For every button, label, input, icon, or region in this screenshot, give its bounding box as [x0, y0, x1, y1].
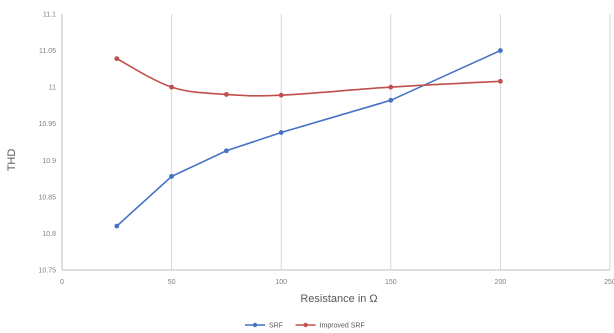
series-layer — [114, 48, 503, 229]
x-tick-label: 50 — [168, 279, 176, 286]
y-tick-label: 11.05 — [39, 48, 56, 55]
series-1-point — [169, 173, 175, 179]
legend-swatch-marker — [303, 322, 308, 328]
series-2-point — [498, 78, 503, 84]
y-tick-label: 11.1 — [43, 12, 56, 19]
axes-layer: 0 50 100 150 200 250 10.75 10.8 10.85 10.9 10.95 11… — [38, 12, 614, 287]
legend-label-1: SRF — [269, 323, 283, 330]
series-2-point — [388, 84, 394, 90]
series-2-point — [114, 56, 120, 62]
x-tick-label: 250 — [604, 279, 614, 286]
x-tick-label: 200 — [495, 279, 507, 286]
y-tick-label: 10.9 — [42, 158, 56, 165]
y-tick-label: 11 — [49, 85, 56, 92]
x-axis-title: Resistance in Ω — [300, 293, 377, 305]
series-2-point — [224, 92, 229, 97]
legend: SRF Improved SRF — [245, 323, 365, 330]
y-axis-title: THD — [6, 149, 18, 172]
legend-swatch-marker — [252, 322, 258, 328]
y-tick-label: 10.85 — [38, 194, 56, 201]
x-tick-label: 100 — [275, 279, 287, 286]
series-1-point — [114, 223, 120, 229]
series-1-point — [498, 48, 503, 53]
legend-label-2: Improved SRF — [320, 323, 365, 330]
x-tick-label: 0 — [60, 279, 64, 286]
x-tick-label: 150 — [385, 279, 397, 286]
series-1-point — [224, 148, 229, 154]
series-1-point — [388, 97, 394, 103]
series-1-point — [278, 130, 284, 135]
series-2-point — [278, 92, 284, 98]
y-tick-label: 10.95 — [38, 121, 56, 128]
y-tick-label: 10.75 — [38, 268, 56, 275]
y-tick-label: 10.8 — [42, 231, 56, 238]
series-2-point — [169, 84, 175, 90]
series-line-1 — [116, 49, 501, 227]
grid-layer — [171, 14, 611, 270]
